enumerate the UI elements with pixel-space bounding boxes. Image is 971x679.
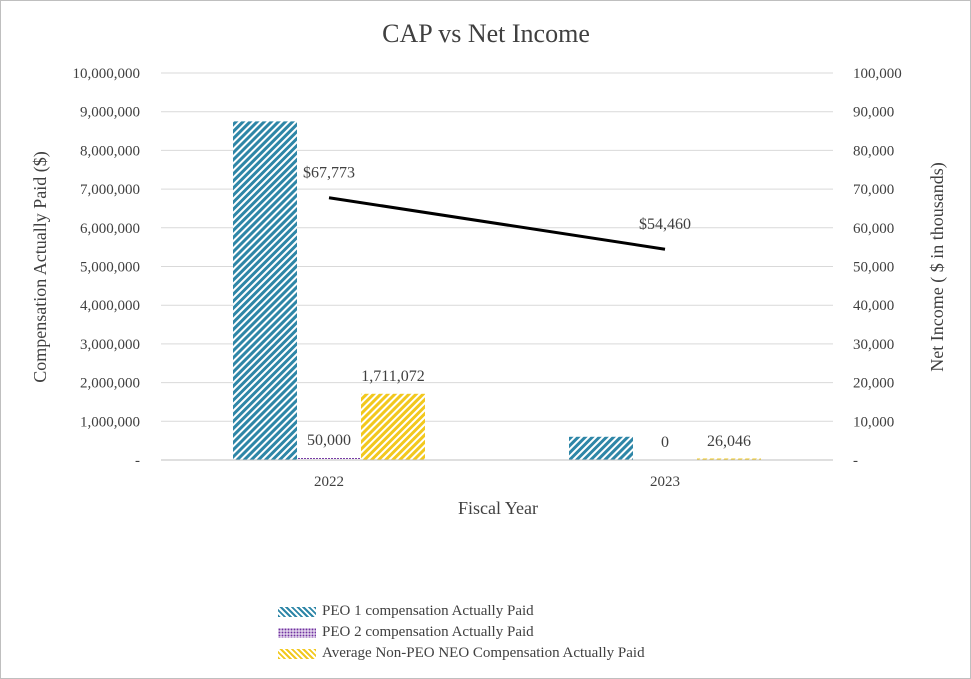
bar-data-label: 1,711,072 xyxy=(361,368,424,385)
y2-axis-label: Net Income ( $ in thousands) xyxy=(927,162,948,371)
y2-tick-label: 100,000 xyxy=(853,66,902,82)
legend-label-peo2: PEO 2 compensation Actually Paid xyxy=(322,624,534,640)
net-income-line xyxy=(328,196,666,251)
data-labels: 50,000 1,711,072 0 26,046 $67,773 $54,460 xyxy=(303,165,751,451)
y2-tick-label: 40,000 xyxy=(853,298,894,314)
y2-tick-label: 50,000 xyxy=(853,260,894,276)
y-tick-label: 3,000,000 xyxy=(80,337,140,353)
bar-data-label: 26,046 xyxy=(707,433,751,450)
y-tick-label: 5,000,000 xyxy=(80,260,140,276)
y-tick-label: 4,000,000 xyxy=(80,298,140,314)
y-axis-label: Compensation Actually Paid ($) xyxy=(30,151,51,382)
axes: - 1,000,000 2,000,000 3,000,000 4,000,000 5,0… xyxy=(73,66,902,490)
bar-data-label: 0 xyxy=(661,434,669,451)
y2-tick-label: 80,000 xyxy=(853,143,894,159)
y-tick-label: 6,000,000 xyxy=(80,221,140,237)
net-income-line-path xyxy=(328,196,666,251)
y2-tick-label: 30,000 xyxy=(853,337,894,353)
legend-swatch-peo2 xyxy=(278,627,316,638)
chart: CAP vs Net Income 50,000 1,711,072 0 26,046… xyxy=(30,19,948,518)
y2-tick-label: 90,000 xyxy=(853,105,894,121)
y2-tick-label: 20,000 xyxy=(853,376,894,392)
y2-tick-label: 60,000 xyxy=(853,221,894,237)
legend: PEO 1 compensation Actually Paid PEO 2 c… xyxy=(278,601,645,664)
legend-swatch-neo xyxy=(278,648,316,659)
legend-item-peo2: PEO 2 compensation Actually Paid xyxy=(278,622,645,643)
bar xyxy=(361,393,425,460)
bar xyxy=(233,121,297,460)
bar-data-label: 50,000 xyxy=(307,432,351,449)
x-tick-label: 2022 xyxy=(314,474,344,490)
bar xyxy=(697,458,761,460)
y-tick-label: 8,000,000 xyxy=(80,143,140,159)
legend-label-peo1: PEO 1 compensation Actually Paid xyxy=(322,603,534,619)
y2-tick-label: 10,000 xyxy=(853,414,894,430)
legend-item-peo1: PEO 1 compensation Actually Paid xyxy=(278,601,645,622)
bar xyxy=(569,436,633,460)
legend-swatch-peo1 xyxy=(278,606,316,617)
x-tick-label: 2023 xyxy=(650,474,680,490)
bar xyxy=(297,458,361,460)
y-tick-label: 7,000,000 xyxy=(80,182,140,198)
legend-item-neo: Average Non-PEO NEO Compensation Actuall… xyxy=(278,643,645,664)
y-tick-label: 1,000,000 xyxy=(80,414,140,430)
chart-title: CAP vs Net Income xyxy=(382,19,590,48)
line-data-label: $54,460 xyxy=(639,216,691,233)
bars xyxy=(233,121,761,460)
legend-label-neo: Average Non-PEO NEO Compensation Actuall… xyxy=(322,645,645,661)
y2-tick-label: - xyxy=(853,453,858,469)
line-data-label: $67,773 xyxy=(303,165,355,182)
y-tick-label: 9,000,000 xyxy=(80,105,140,121)
y-tick-label: 2,000,000 xyxy=(80,376,140,392)
x-axis-label: Fiscal Year xyxy=(458,498,538,518)
y2-tick-label: 70,000 xyxy=(853,182,894,198)
y-tick-label: 10,000,000 xyxy=(73,66,141,82)
y-tick-label: - xyxy=(135,453,140,469)
